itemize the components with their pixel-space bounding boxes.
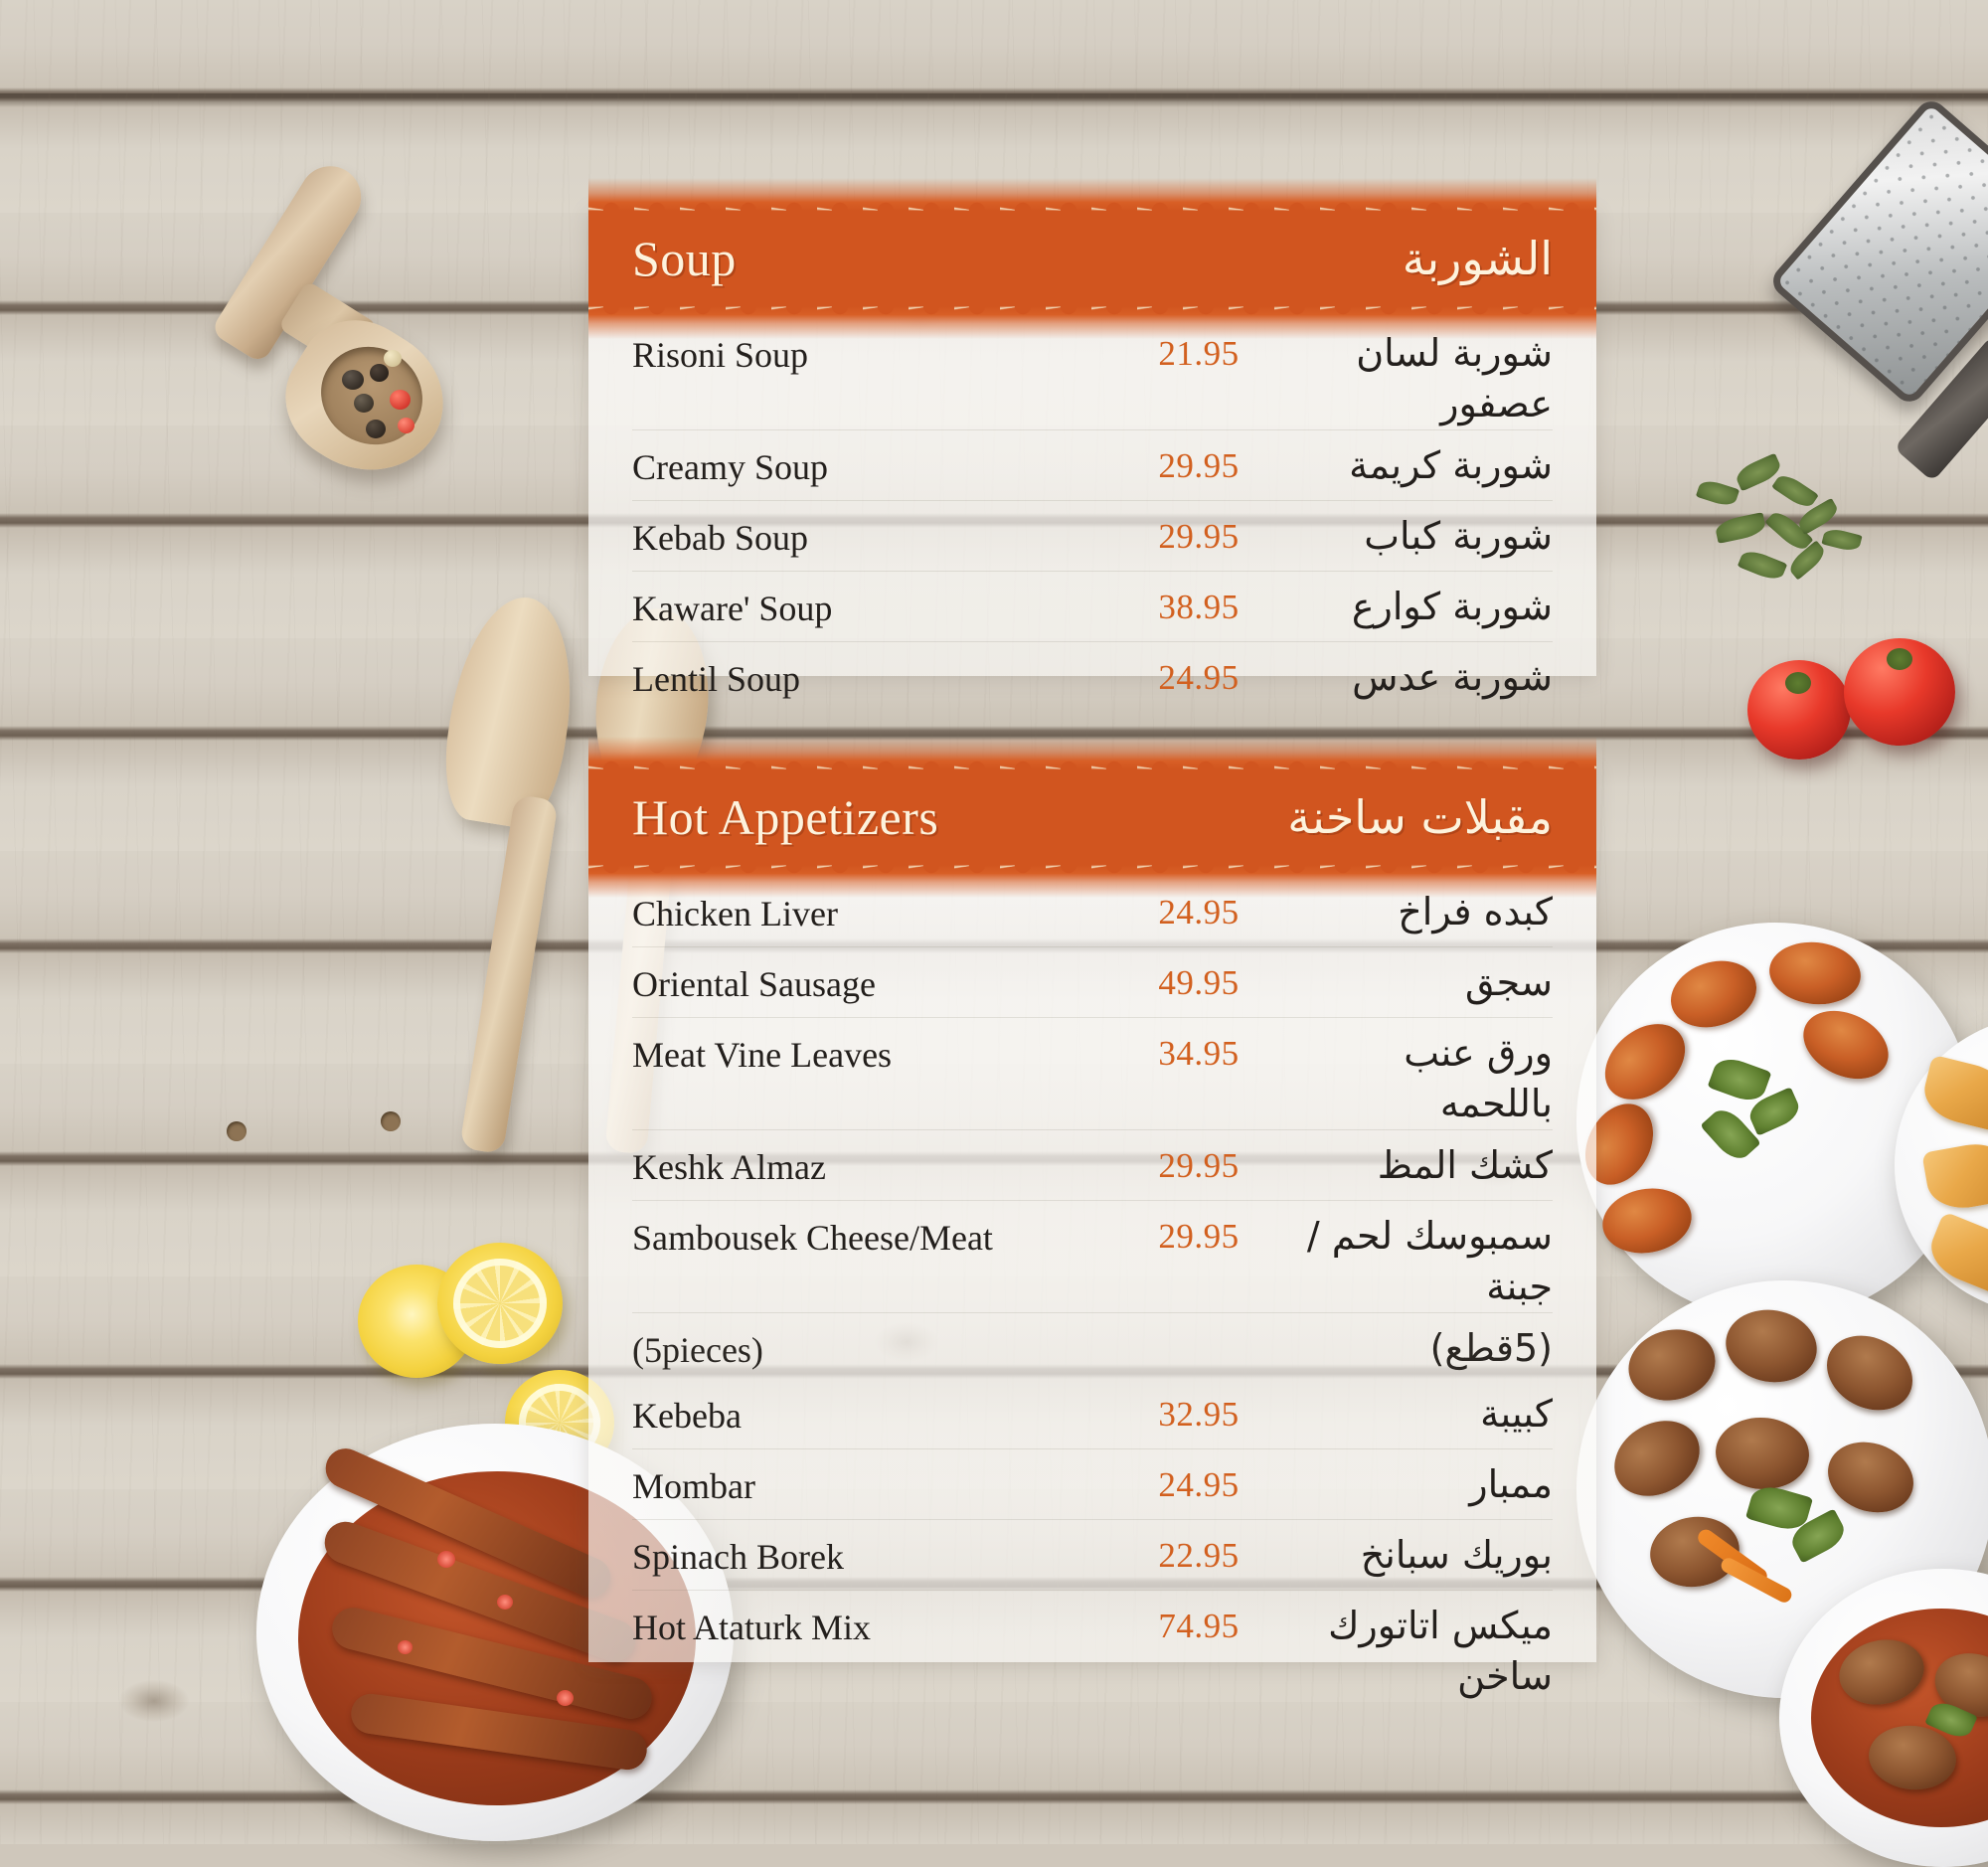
menu-row[interactable]: Mombar 24.95 ممبار	[632, 1449, 1553, 1520]
menu-row[interactable]: Lentil Soup 24.95 شوربة عدس	[632, 642, 1553, 712]
item-name-en: Oriental Sausage	[632, 964, 876, 1004]
item-price: 29.95	[1158, 1145, 1240, 1185]
item-price: 29.95	[1158, 1216, 1240, 1256]
peppercorn	[398, 418, 414, 433]
ornament-border-bottom	[588, 306, 1596, 342]
item-name-en: Hot Ataturk Mix	[632, 1607, 871, 1647]
soup-item-list: Risoni Soup 21.95 شوربة لسان عصفور Cream…	[588, 308, 1596, 738]
ornament-border-bottom	[588, 865, 1596, 901]
peppercorn	[390, 390, 411, 410]
wood-knot	[119, 1680, 189, 1722]
item-name-ar: بوريك سبانخ	[1360, 1532, 1553, 1577]
tomato-stem	[1887, 648, 1912, 670]
item-name-ar: ورق عنب باللحمه	[1404, 1031, 1553, 1125]
peppercorn	[384, 350, 402, 367]
pink-peppercorn	[557, 1690, 574, 1706]
peppercorn	[370, 364, 389, 382]
peppercorn	[366, 420, 386, 438]
item-name-en: Creamy Soup	[632, 446, 828, 487]
tomato-stem	[1785, 672, 1811, 694]
item-name-en: Kebeba	[632, 1395, 742, 1436]
item-name-ar: سمبوسك لحم /جبنة	[1306, 1213, 1553, 1308]
herb-leaf	[1695, 477, 1740, 509]
herb-leaf	[1785, 540, 1829, 581]
ornament-border-top	[588, 175, 1596, 211]
ornament-border-top	[588, 734, 1596, 769]
item-name-ar: ميكس اتاتورك ساخن	[1328, 1603, 1553, 1698]
item-price: 29.95	[1158, 445, 1240, 485]
soup-title-en: Soup	[632, 231, 737, 286]
menu-row[interactable]: Creamy Soup 29.95 شوربة كريمة	[632, 430, 1553, 501]
item-price	[1099, 1313, 1298, 1329]
item-name-ar: ممبار	[1469, 1461, 1553, 1506]
item-price: 22.95	[1158, 1535, 1240, 1575]
pink-peppercorn	[437, 1551, 455, 1568]
item-name-en: Lentil Soup	[632, 658, 800, 699]
menu-row[interactable]: Keshk Almaz 29.95 كشك المظ	[632, 1130, 1553, 1201]
item-name-ar: شوربة كريمة	[1349, 442, 1553, 487]
dried-herb-sprig	[1688, 452, 1877, 614]
item-price: 74.95	[1158, 1606, 1240, 1645]
hot-appetizers-title-en: Hot Appetizers	[632, 789, 939, 845]
spatula-hanging-hole	[227, 1121, 247, 1141]
item-portion-ar: (5قطع)	[1429, 1325, 1553, 1370]
item-name-en: Kaware' Soup	[632, 588, 833, 628]
item-name-en: Meat Vine Leaves	[632, 1035, 893, 1075]
peppercorn	[354, 394, 374, 413]
herb-leaf	[1821, 526, 1863, 554]
menu-row[interactable]: Oriental Sausage 49.95 سجق	[632, 947, 1553, 1018]
soup-menu-card: Soup الشوربة Risoni Soup 21.95 شوربة لسا…	[588, 175, 1596, 699]
item-price: 29.95	[1158, 516, 1240, 556]
herb-leaf	[1714, 512, 1767, 544]
herb-leaf	[1737, 547, 1788, 584]
hot-appetizers-section-header: Hot Appetizers مقبلات ساخنة	[588, 734, 1596, 901]
item-portion-en: (5pieces)	[632, 1329, 763, 1370]
item-price: 34.95	[1158, 1034, 1240, 1073]
item-name-ar: شوربة كوارع	[1351, 584, 1553, 628]
item-price: 24.95	[1158, 1464, 1240, 1504]
item-name-ar: كبيبة	[1480, 1391, 1553, 1436]
item-price: 38.95	[1158, 587, 1240, 626]
item-name-ar: شوربة كباب	[1364, 513, 1553, 558]
hot-appetizers-title-ar: مقبلات ساخنة	[1287, 790, 1553, 844]
menu-row[interactable]: Meat Vine Leaves 34.95 ورق عنب باللحمه	[632, 1018, 1553, 1130]
item-name-ar: كشك المظ	[1377, 1142, 1553, 1187]
pink-peppercorn	[398, 1640, 413, 1654]
spoon-hanging-hole	[381, 1111, 401, 1131]
item-name-en: Sambousek Cheese/Meat	[632, 1217, 993, 1258]
item-price: 24.95	[1158, 657, 1240, 697]
peppercorn	[342, 370, 364, 390]
soup-title-ar: الشوربة	[1402, 232, 1553, 285]
item-name-ar: سجق	[1464, 960, 1553, 1004]
lemon-slice-core	[453, 1259, 547, 1348]
item-name-en: Kebab Soup	[632, 517, 808, 558]
menu-row-sublabel: (5pieces) (5قطع)	[632, 1313, 1553, 1379]
menu-row[interactable]: Kebab Soup 29.95 شوربة كباب	[632, 501, 1553, 572]
menu-row[interactable]: Kaware' Soup 38.95 شوربة كوارع	[632, 572, 1553, 642]
soup-section-header: Soup الشوربة	[588, 175, 1596, 342]
item-name-en: Keshk Almaz	[632, 1146, 826, 1187]
hot-appetizers-menu-card: Hot Appetizers مقبلات ساخنة Chicken Live…	[588, 734, 1596, 1698]
herb-leaf	[1771, 470, 1819, 512]
menu-row[interactable]: Hot Ataturk Mix 74.95 ميكس اتاتورك ساخن	[632, 1591, 1553, 1702]
pink-peppercorn	[497, 1595, 513, 1610]
item-price: 49.95	[1158, 963, 1240, 1002]
menu-row[interactable]: Sambousek Cheese/Meat 29.95 سمبوسك لحم /…	[632, 1201, 1553, 1313]
item-name-ar: شوربة عدس	[1352, 654, 1553, 699]
item-name-en: Mombar	[632, 1465, 755, 1506]
menu-row[interactable]: Spinach Borek 22.95 بوريك سبانخ	[632, 1520, 1553, 1591]
item-name-en: Spinach Borek	[632, 1536, 844, 1577]
hot-appetizers-item-list: Chicken Liver 24.95 كبده فراخ Oriental S…	[588, 867, 1596, 1727]
menu-row[interactable]: Kebeba 32.95 كبيبة	[632, 1379, 1553, 1449]
item-price: 32.95	[1158, 1394, 1240, 1434]
